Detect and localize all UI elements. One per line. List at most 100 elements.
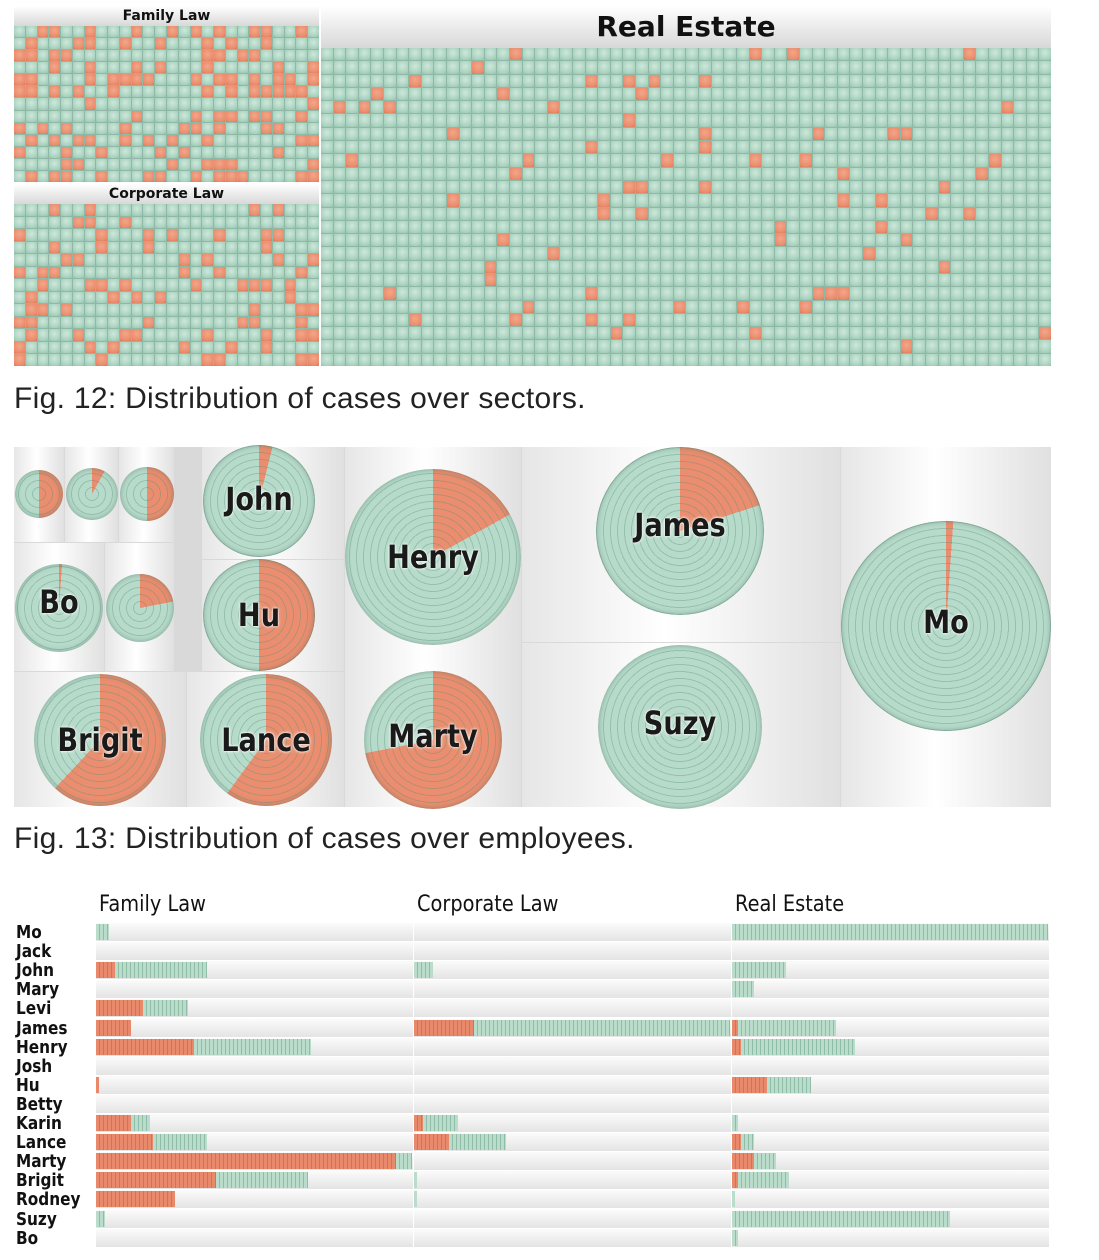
treemap-cell [296,26,308,38]
treemap-cell [296,86,308,98]
treemap-cell [237,229,249,241]
treemap-cell [96,354,108,366]
treemap-cell [888,220,900,234]
treemap-cell [711,74,724,87]
treemap-cell [178,229,190,241]
treemap-cell [535,74,547,87]
treemap-cell [84,304,96,316]
treemap-cell [84,291,96,304]
treemap-cell [1001,234,1014,247]
treemap-cell [384,260,396,273]
case-bar-green [423,1115,459,1131]
bar-lane [732,1075,1049,1094]
treemap-cell [812,327,825,340]
treemap-cell [825,154,837,167]
treemap-cell [178,341,190,354]
family-law-panel: Family Law [14,6,319,182]
treemap-cell [850,313,862,327]
treemap-cell [37,266,49,279]
treemap-cell [358,260,371,273]
treemap-cell [237,291,249,304]
treemap-cell [724,87,736,101]
treemap-cell [573,141,585,154]
treemap-cell [938,114,951,127]
treemap-cell [661,61,673,74]
bar-lane [414,1075,731,1094]
treemap-cell [598,87,610,101]
treemap-cell [484,61,497,74]
treemap-cell [143,266,155,279]
treemap-cell [272,170,284,182]
treemap-cell [484,180,497,194]
treemap-cell [261,170,272,182]
treemap-cell [25,279,37,291]
treemap-cell [155,279,166,291]
treemap-cell [284,241,296,254]
treemap-cell [108,216,119,229]
employee-row-label: Betty [16,1093,63,1115]
treemap-cell [459,300,472,313]
case-bar-green [732,1115,739,1131]
treemap-cell [155,110,166,122]
treemap-cell [623,327,636,340]
treemap-cell [925,287,938,300]
treemap-cell [1026,141,1039,154]
treemap-cell [333,207,346,220]
treemap-cell [1039,247,1051,260]
case-bar-green [193,1038,311,1055]
treemap-cell [623,353,636,366]
treemap-cell [96,329,108,341]
treemap-cell [938,287,951,300]
treemap-cell [96,86,108,98]
treemap-cell [913,260,925,273]
treemap-cell [762,300,774,313]
treemap-cell [237,50,249,62]
treemap-cell [296,241,308,254]
treemap-cell [190,316,202,329]
treemap-cell [774,127,787,141]
treemap-cell [648,260,661,273]
treemap-cell [178,50,190,62]
treemap-cell [787,127,799,141]
treemap-cell [484,48,497,61]
fig12-caption: Fig. 12: Distribution of cases over sect… [14,382,586,415]
treemap-cell [711,300,724,313]
treemap-cell [1039,220,1051,234]
treemap-cell [49,254,61,266]
treemap-cell [699,313,711,327]
treemap-cell [610,141,623,154]
treemap-cell [1026,340,1039,353]
treemap-cell [14,329,25,341]
treemap-cell [812,273,825,287]
treemap-cell [214,158,225,170]
treemap-cell [321,167,333,180]
treemap-cell [384,141,396,154]
treemap-cell [178,38,190,50]
treemap-cell [913,340,925,353]
treemap-cell [573,207,585,220]
treemap-cell [61,241,72,254]
treemap-cell [510,167,522,180]
treemap-cell [96,146,108,158]
treemap-cell [1039,127,1051,141]
treemap-cell [202,341,214,354]
treemap-cell [434,167,447,180]
treemap-cell [72,50,84,62]
treemap-cell [749,48,762,61]
treemap-cell [409,353,421,366]
bar-lane [732,1056,1049,1075]
treemap-cell [1001,207,1014,220]
treemap-cell [787,167,799,180]
treemap-cell [938,194,951,207]
treemap-cell [711,234,724,247]
treemap-cell [522,61,535,74]
treemap-cell [963,114,976,127]
treemap-cell [25,74,37,86]
treemap-cell [736,154,749,167]
treemap-cell [636,260,648,273]
treemap-cell [202,38,214,50]
treemap-cell [799,154,812,167]
treemap-cell [167,26,178,38]
treemap-cell [749,127,762,141]
treemap-cell [799,273,812,287]
